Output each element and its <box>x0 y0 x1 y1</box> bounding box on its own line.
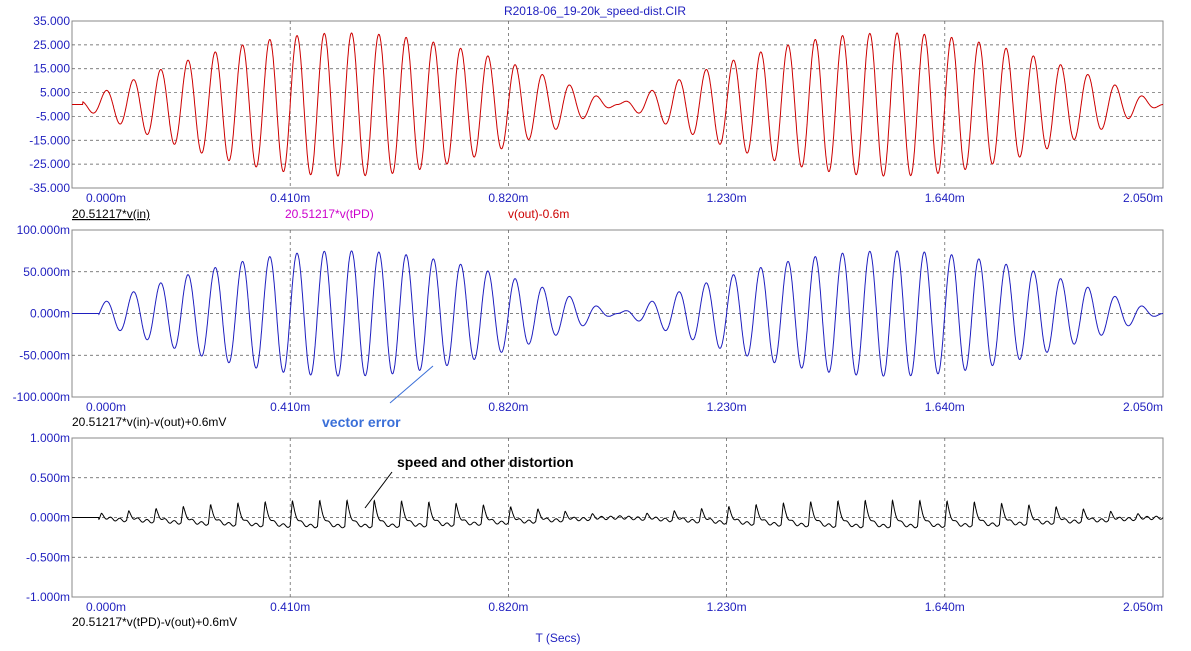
middle-legend[interactable]: 20.51217*v(in)-v(out)+0.6mV <box>72 415 226 429</box>
middle-series-line <box>72 250 1163 377</box>
bottom-y-tick-label: 0.500m <box>30 471 70 485</box>
top-y-tick-label: 25.000 <box>33 38 70 52</box>
vector-error-pointer <box>389 365 434 404</box>
bottom-y-tick-label: 1.000m <box>30 431 70 445</box>
middle-x-tick-label: 0.410m <box>270 400 310 414</box>
middle-x-tick-label: 2.050m <box>1123 400 1163 414</box>
top-y-tick-label: -5.000 <box>36 109 70 123</box>
vector-error-annotation: vector error <box>322 414 401 430</box>
distortion-pointer <box>364 471 393 509</box>
top-x-tick-label: 0.000m <box>86 191 126 205</box>
top-legend-vin[interactable]: 20.51217*v(in) <box>72 207 150 221</box>
middle-y-tick-label: 100.000m <box>17 223 70 237</box>
bottom-y-tick-label: 0.000m <box>30 511 70 525</box>
bottom-x-tick-label: 1.230m <box>707 600 747 614</box>
top-x-tick-label: 1.640m <box>925 191 965 205</box>
middle-y-tick-label: 50.000m <box>23 265 70 279</box>
chart-title: R2018-06_19-20k_speed-dist.CIR <box>504 4 686 18</box>
middle-x-tick-label: 1.640m <box>925 400 965 414</box>
top-x-tick-label: 0.820m <box>488 191 528 205</box>
top-y-tick-label: -15.000 <box>29 133 70 147</box>
top-legend-vtpd[interactable]: 20.51217*v(tPD) <box>285 207 374 221</box>
middle-y-tick-label: 0.000m <box>30 307 70 321</box>
top-y-tick-label: 5.000 <box>40 86 70 100</box>
bottom-x-tick-label: 2.050m <box>1123 600 1163 614</box>
top-x-tick-label: 0.410m <box>270 191 310 205</box>
distortion-annotation: speed and other distortion <box>397 454 574 470</box>
bottom-x-tick-label: 1.640m <box>925 600 965 614</box>
trace-layer <box>72 32 1164 529</box>
bottom-x-tick-label: 0.000m <box>86 600 126 614</box>
top-y-tick-label: -25.000 <box>29 157 70 171</box>
bottom-series-line <box>72 499 1164 529</box>
middle-x-tick-label: 1.230m <box>707 400 747 414</box>
x-axis-label: T (Secs) <box>535 631 580 645</box>
top-y-tick-label: -35.000 <box>29 181 70 195</box>
label-layer: 35.000 25.000 15.000 5.000 -5.000 -15.000 -25.… <box>13 14 1163 614</box>
bottom-y-tick-label: -1.000m <box>26 590 70 604</box>
bottom-y-tick-label: -0.500m <box>26 550 70 564</box>
top-series-line <box>72 32 1163 177</box>
top-legend-vout[interactable]: v(out)-0.6m <box>508 207 569 221</box>
top-x-tick-label: 2.050m <box>1123 191 1163 205</box>
middle-x-tick-label: 0.820m <box>488 400 528 414</box>
top-y-tick-label: 35.000 <box>33 14 70 28</box>
bottom-legend[interactable]: 20.51217*v(tPD)-v(out)+0.6mV <box>72 615 237 629</box>
grid-layer <box>72 21 1163 597</box>
bottom-x-tick-label: 0.820m <box>488 600 528 614</box>
middle-y-tick-label: -100.000m <box>13 390 70 404</box>
middle-y-tick-label: -50.000m <box>19 348 70 362</box>
middle-x-tick-label: 0.000m <box>86 400 126 414</box>
top-x-tick-label: 1.230m <box>707 191 747 205</box>
bottom-x-tick-label: 0.410m <box>270 600 310 614</box>
top-y-tick-label: 15.000 <box>33 62 70 76</box>
